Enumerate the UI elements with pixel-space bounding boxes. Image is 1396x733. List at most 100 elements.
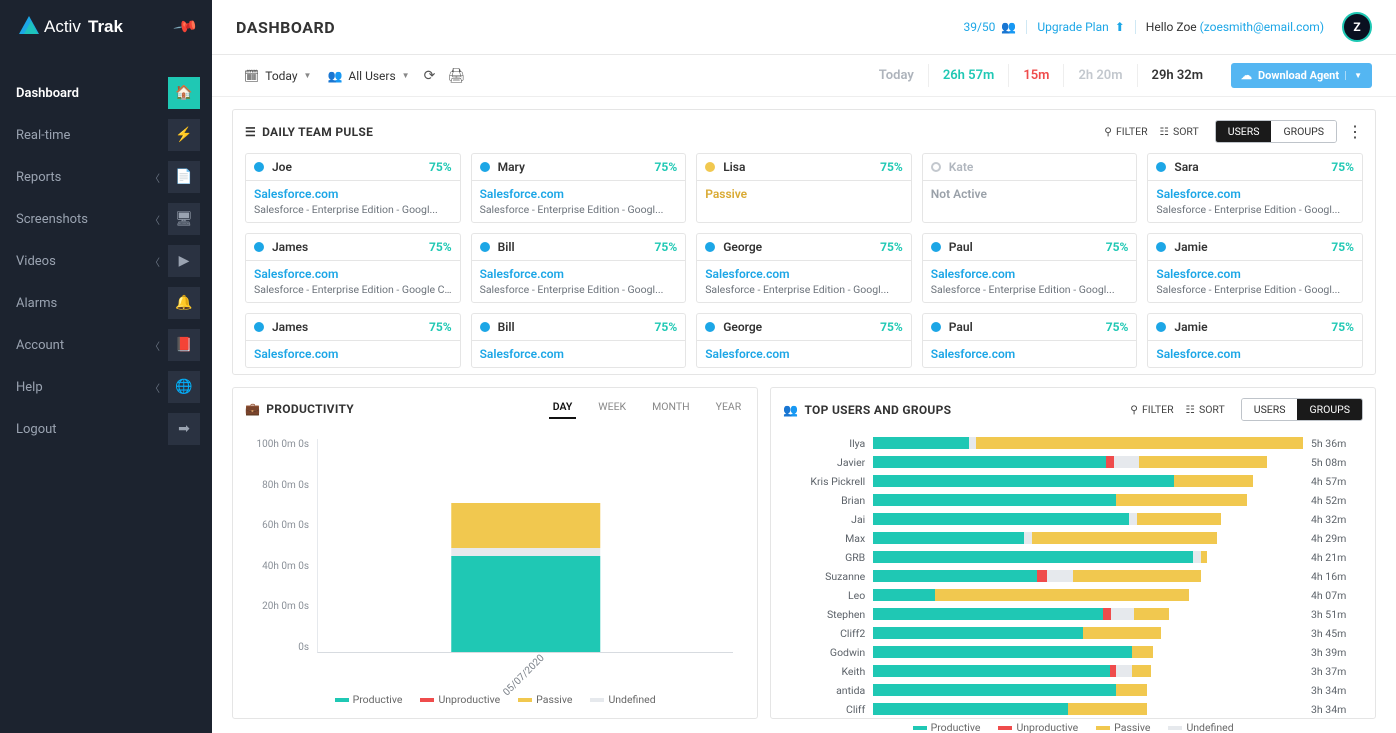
user-app: Salesforce.com xyxy=(480,347,678,361)
panel-title-text: TOP USERS AND GROUPS xyxy=(804,403,951,417)
sidebar-item-screenshots[interactable]: Screenshots〈🖥 xyxy=(0,198,212,240)
tab-week[interactable]: WEEK xyxy=(594,398,630,419)
pulse-card[interactable]: Bill75%Salesforce.comSalesforce - Enterp… xyxy=(471,233,687,303)
pulse-card[interactable]: Sara75%Salesforce.comSalesforce - Enterp… xyxy=(1147,153,1363,223)
topuser-row[interactable]: Keith3h 37m xyxy=(783,663,1363,679)
scope-picker[interactable]: 👥 All Users ▼ xyxy=(319,65,417,87)
user-name: Paul xyxy=(949,240,1106,254)
user-name: Jamie xyxy=(1174,240,1331,254)
user-app-sub: Salesforce - Enterprise Edition - Googl.… xyxy=(480,203,678,216)
bar-productive xyxy=(873,589,934,601)
pulse-card[interactable]: Paul75%Salesforce.comSalesforce - Enterp… xyxy=(922,233,1138,303)
pin-icon[interactable]: 📌 xyxy=(172,13,199,40)
topuser-row[interactable]: Leo4h 07m xyxy=(783,587,1363,603)
user-name: Joe xyxy=(272,160,429,174)
topuser-row[interactable]: Stephen3h 51m xyxy=(783,606,1363,622)
user-app: Salesforce.com xyxy=(931,267,1129,281)
pulse-card[interactable]: George75%Salesforce.com xyxy=(696,313,912,368)
agents-count[interactable]: 39/50 xyxy=(963,20,995,34)
topuser-row[interactable]: Kris Pickrell4h 57m xyxy=(783,473,1363,489)
sidebar-item-help[interactable]: Help〈🌐 xyxy=(0,366,212,408)
status-dot xyxy=(1156,162,1166,172)
cloud-download-icon: ☁ xyxy=(1241,69,1252,82)
sort-button[interactable]: ☷SORT xyxy=(1154,123,1205,140)
bar-undefined xyxy=(1111,608,1134,620)
topuser-row[interactable]: Godwin3h 39m xyxy=(783,644,1363,660)
pulse-card[interactable]: Jamie75%Salesforce.com xyxy=(1147,313,1363,368)
date-picker[interactable]: 🗓 Today ▼ xyxy=(236,65,319,87)
sidebar-item-reports[interactable]: Reports〈📄 xyxy=(0,156,212,198)
sidebar-item-logout[interactable]: Logout➡ xyxy=(0,408,212,450)
pulse-card[interactable]: James75%Salesforce.comSalesforce - Enter… xyxy=(245,233,461,303)
sidebar-item-account[interactable]: Account〈📕 xyxy=(0,324,212,366)
segment-groups[interactable]: GROUPS xyxy=(1297,399,1362,420)
segment-users[interactable]: USERS xyxy=(1216,121,1272,142)
pulse-card[interactable]: Bill75%Salesforce.com xyxy=(471,313,687,368)
topuser-bar xyxy=(873,570,1303,582)
upgrade-link[interactable]: Upgrade Plan xyxy=(1037,20,1108,34)
pulse-card[interactable]: Mary75%Salesforce.comSalesforce - Enterp… xyxy=(471,153,687,223)
status-dot xyxy=(480,242,490,252)
legend-undefined: Undefined xyxy=(1168,721,1233,733)
avatar[interactable]: Z xyxy=(1342,12,1372,42)
pulse-card[interactable]: Joe75%Salesforce.comSalesforce - Enterpr… xyxy=(245,153,461,223)
bar-productive xyxy=(873,437,969,449)
filter-button[interactable]: ⚲FILTER xyxy=(1098,123,1153,140)
pulse-card[interactable]: Paul75%Salesforce.com xyxy=(922,313,1138,368)
bar-passive xyxy=(1116,684,1147,696)
user-percent: 75% xyxy=(655,240,678,254)
sort-button[interactable]: ☷SORT xyxy=(1180,401,1231,418)
y-tick: 100h 0m 0s xyxy=(253,439,309,450)
topuser-row[interactable]: Brian4h 52m xyxy=(783,492,1363,508)
panel-title: ☰DAILY TEAM PULSE xyxy=(245,125,373,139)
time-label: Today xyxy=(865,64,928,87)
refresh-button[interactable]: ⟳ xyxy=(418,64,442,88)
topuser-time: 4h 52m xyxy=(1303,494,1363,507)
logo[interactable]: ActivTrak xyxy=(16,14,176,38)
print-button[interactable]: 🖨 xyxy=(441,64,471,88)
pulse-card[interactable]: Jamie75%Salesforce.comSalesforce - Enter… xyxy=(1147,233,1363,303)
bar-productive xyxy=(873,551,1193,563)
svg-text:Trak: Trak xyxy=(88,17,124,36)
download-agent-button[interactable]: ☁ Download Agent ▼ xyxy=(1231,63,1372,88)
more-button[interactable]: ⋮ xyxy=(1347,122,1363,141)
pulse-card[interactable]: George75%Salesforce.comSalesforce - Ente… xyxy=(696,233,912,303)
topuser-row[interactable]: Cliff3h 34m xyxy=(783,701,1363,717)
time-summary: Today 26h 57m 15m 2h 20m 29h 32m xyxy=(865,64,1217,87)
top-users-panel: 👥TOP USERS AND GROUPS ⚲FILTER ☷SORT USER… xyxy=(770,387,1376,719)
topuser-row[interactable]: antida3h 34m xyxy=(783,682,1363,698)
segment-groups[interactable]: GROUPS xyxy=(1271,121,1336,142)
topuser-row[interactable]: Javier5h 08m xyxy=(783,454,1363,470)
legend-passive: Passive xyxy=(518,693,572,706)
topuser-row[interactable]: Ilya5h 36m xyxy=(783,435,1363,451)
legend-unproductive: Unproductive xyxy=(420,693,500,706)
productivity-panel: 💼PRODUCTIVITY DAYWEEKMONTHYEAR 100h 0m 0… xyxy=(232,387,758,719)
swatch xyxy=(335,698,349,702)
tab-month[interactable]: MONTH xyxy=(648,398,694,419)
topuser-time: 3h 37m xyxy=(1303,665,1363,678)
topuser-row[interactable]: GRB4h 21m xyxy=(783,549,1363,565)
tab-year[interactable]: YEAR xyxy=(712,398,746,419)
y-tick: 40h 0m 0s xyxy=(253,561,309,572)
sidebar-item-dashboard[interactable]: Dashboard🏠 xyxy=(0,72,212,114)
topuser-row[interactable]: Jai4h 32m xyxy=(783,511,1363,527)
exit-icon: ➡ xyxy=(168,413,200,445)
tab-day[interactable]: DAY xyxy=(549,398,577,419)
topuser-row[interactable]: Max4h 29m xyxy=(783,530,1363,546)
sidebar-item-videos[interactable]: Videos〈▶ xyxy=(0,240,212,282)
topuser-row[interactable]: Suzanne4h 16m xyxy=(783,568,1363,584)
legend-passive: Passive xyxy=(1096,721,1150,733)
sidebar-item-real-time[interactable]: Real-time⚡ xyxy=(0,114,212,156)
pulse-card[interactable]: Lisa75%Passive xyxy=(696,153,912,223)
video-icon: ▶ xyxy=(168,245,200,277)
sidebar-item-alarms[interactable]: Alarms🔔 xyxy=(0,282,212,324)
segment-users[interactable]: USERS xyxy=(1242,399,1298,420)
topuser-time: 3h 39m xyxy=(1303,646,1363,659)
pulse-card[interactable]: KateNot Active xyxy=(922,153,1138,223)
chevron-down-icon: ▼ xyxy=(304,71,312,80)
sidebar-item-label: Alarms xyxy=(16,296,160,311)
chevron-left-icon: 〈 xyxy=(150,380,160,395)
topuser-row[interactable]: Cliff23h 45m xyxy=(783,625,1363,641)
filter-button[interactable]: ⚲FILTER xyxy=(1124,401,1179,418)
pulse-card[interactable]: James75%Salesforce.com xyxy=(245,313,461,368)
